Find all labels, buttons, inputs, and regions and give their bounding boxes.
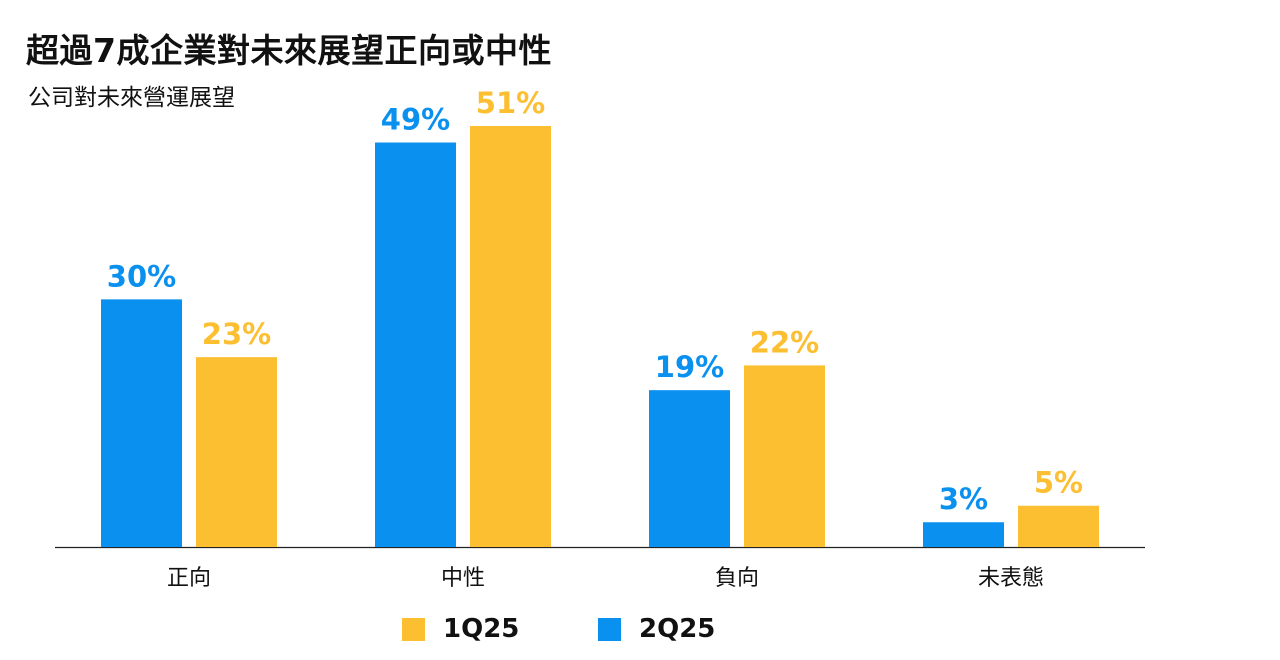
bar-2q25-2: [649, 390, 730, 547]
bar-2q25-0: [101, 299, 182, 547]
category-label-0: 正向: [167, 566, 211, 591]
data-label-2q25-1: 49%: [381, 103, 450, 137]
data-label-1q25-0: 23%: [202, 317, 271, 351]
data-label-2q25-0: 30%: [107, 259, 176, 293]
legend-label-2q25: 2Q25: [639, 614, 716, 644]
legend-item-1q25: 1Q25: [402, 612, 519, 646]
bar-1q25-2: [744, 365, 825, 547]
data-label-1q25-1: 51%: [476, 86, 545, 120]
legend-label-1q25: 1Q25: [443, 614, 520, 644]
bar-2q25-1: [375, 142, 456, 547]
legend: 1Q25 2Q25: [0, 612, 1280, 646]
data-label-2q25-3: 3%: [939, 482, 988, 516]
legend-swatch-1q25: [402, 617, 425, 641]
bar-1q25-0: [196, 357, 277, 547]
bar-1q25-3: [1018, 505, 1099, 547]
bar-2q25-3: [923, 522, 1004, 547]
bar-chart: 30% 23% 正向 49% 51% 中性 19% 22% 負向 3% 5% 未表態: [55, 86, 1145, 591]
data-label-2q25-2: 19%: [655, 350, 724, 384]
category-label-1: 中性: [441, 566, 485, 591]
legend-swatch-2q25: [598, 617, 621, 641]
data-label-1q25-2: 22%: [750, 325, 819, 359]
chart-title: 超過7成企業對未來展望正向或中性: [26, 31, 552, 70]
bar-1q25-1: [470, 126, 551, 547]
legend-item-2q25: 2Q25: [598, 612, 715, 646]
chart-subtitle: 公司對未來營運展望: [28, 85, 235, 111]
data-label-1q25-3: 5%: [1034, 466, 1083, 500]
category-label-3: 未表態: [978, 566, 1044, 591]
category-label-2: 負向: [715, 566, 759, 591]
